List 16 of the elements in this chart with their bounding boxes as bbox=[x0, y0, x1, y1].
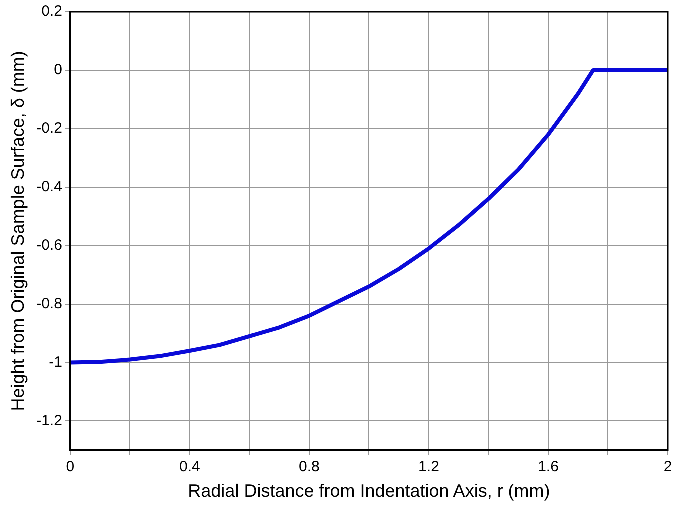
x-tick-label: 1.6 bbox=[538, 458, 559, 476]
x-tick-label: 0.4 bbox=[180, 458, 200, 476]
x-tick-label: 0 bbox=[66, 458, 75, 476]
y-tick-label: -0.4 bbox=[36, 178, 62, 196]
y-axis-title: Height from Original Sample Surface, δ (mm) bbox=[8, 51, 28, 412]
x-tick-label: 0.8 bbox=[299, 458, 320, 476]
y-tick-label: -1 bbox=[49, 354, 62, 371]
y-tick-label: -0.6 bbox=[36, 236, 62, 254]
x-axis-title: Radial Distance from Indentation Axis, r (mm) bbox=[188, 481, 550, 502]
y-tick-label: 0 bbox=[54, 62, 62, 79]
y-tick-label: -1.2 bbox=[36, 412, 62, 430]
y-tick-label: -0.2 bbox=[36, 120, 62, 138]
y-tick-label: 0.2 bbox=[42, 3, 62, 20]
y-tick-label: -0.8 bbox=[36, 295, 62, 312]
x-tick-label: 2 bbox=[664, 458, 672, 476]
x-tick-label: 1.2 bbox=[418, 458, 440, 476]
